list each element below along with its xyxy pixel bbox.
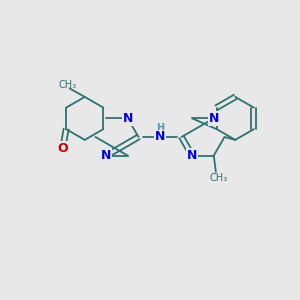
Text: H: H bbox=[156, 123, 164, 133]
Text: N: N bbox=[187, 149, 197, 162]
Text: N: N bbox=[123, 112, 133, 125]
Text: CH₃: CH₃ bbox=[210, 173, 228, 183]
Text: N: N bbox=[155, 130, 165, 143]
Text: O: O bbox=[58, 142, 68, 155]
Text: N: N bbox=[101, 149, 111, 162]
Text: N: N bbox=[208, 112, 219, 125]
Text: CH₃: CH₃ bbox=[58, 80, 77, 90]
